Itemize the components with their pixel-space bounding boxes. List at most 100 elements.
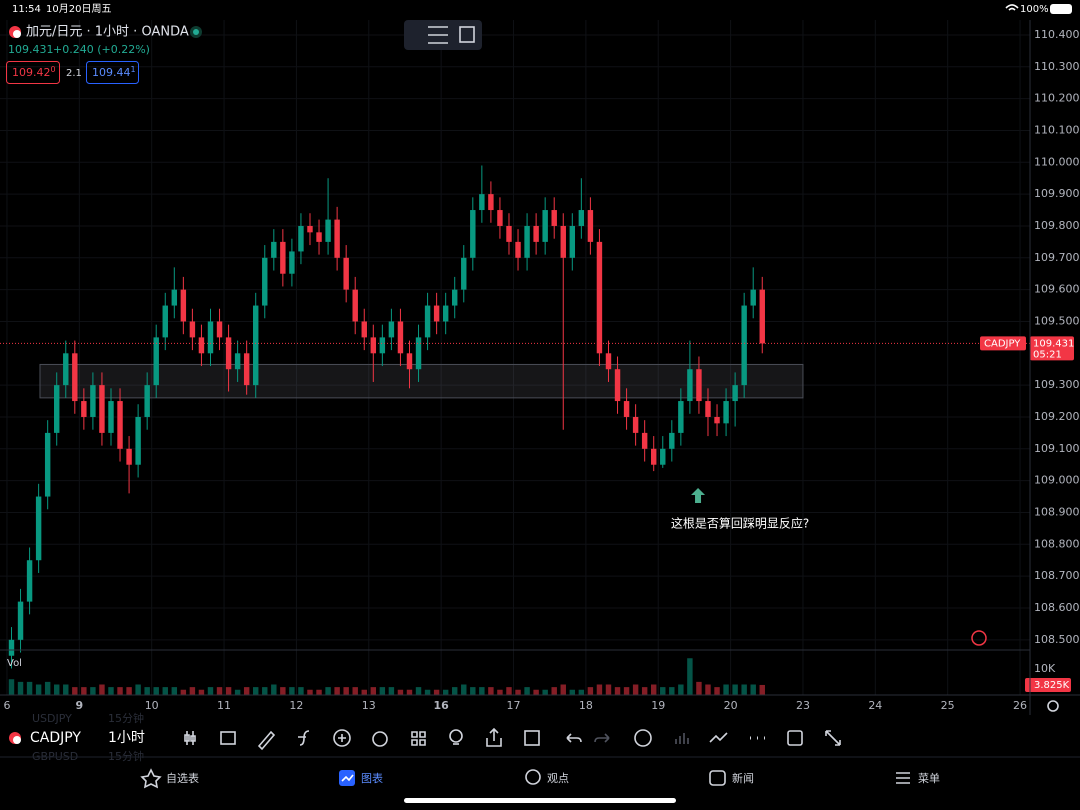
tab[interactable]: 观点 bbox=[547, 772, 569, 785]
x-tick-label: 16 bbox=[433, 699, 449, 712]
candle-body bbox=[189, 321, 196, 338]
volume-bar bbox=[126, 687, 132, 695]
candle-body bbox=[488, 194, 494, 211]
price-change: +0.240 (+0.22%) bbox=[53, 43, 150, 56]
tab[interactable]: 自选表 bbox=[166, 771, 199, 785]
volume-bar bbox=[551, 687, 557, 695]
ghost-text: 15分钟 bbox=[108, 749, 144, 763]
volume-bar bbox=[44, 681, 51, 695]
y-tick-label: 110.100 bbox=[1034, 123, 1080, 136]
volume-bar bbox=[307, 689, 313, 695]
candle-body bbox=[298, 225, 304, 252]
candle-body bbox=[632, 416, 639, 433]
candle-body bbox=[370, 337, 377, 354]
icon-trend[interactable] bbox=[709, 732, 728, 743]
tab-icon[interactable] bbox=[341, 774, 354, 782]
toolbar-icons[interactable] bbox=[184, 727, 841, 751]
candle-body bbox=[497, 210, 503, 226]
toolbar-symbol[interactable]: CADJPY bbox=[30, 730, 81, 746]
x-tick-label: 10 bbox=[145, 699, 159, 712]
annotation-arrow bbox=[691, 487, 706, 503]
candle-body bbox=[388, 321, 395, 338]
ask-main: 109.44 bbox=[92, 66, 131, 79]
icon-indicator[interactable] bbox=[298, 730, 310, 746]
home-indicator bbox=[404, 798, 676, 803]
tab-icon[interactable] bbox=[896, 772, 910, 784]
tab-icon[interactable] bbox=[709, 770, 726, 786]
candle-body bbox=[415, 337, 422, 370]
volume-bar bbox=[352, 687, 358, 695]
candle-body bbox=[352, 289, 358, 322]
icon-idea[interactable] bbox=[449, 729, 463, 743]
toolbar-icon[interactable] bbox=[428, 26, 448, 44]
sell-button[interactable] bbox=[6, 61, 60, 84]
alert-marker[interactable] bbox=[971, 630, 987, 646]
icon-alert[interactable] bbox=[372, 731, 388, 747]
candle-body bbox=[35, 496, 42, 561]
volume-bar bbox=[189, 687, 196, 695]
candle-body bbox=[361, 321, 367, 338]
candle-body bbox=[126, 448, 132, 465]
volume-bar bbox=[596, 684, 603, 695]
icon-redo[interactable] bbox=[594, 733, 610, 743]
candle-body bbox=[144, 385, 150, 417]
flag-icon bbox=[13, 736, 21, 744]
icon-compare[interactable] bbox=[675, 733, 689, 744]
icon-fullscreen[interactable] bbox=[787, 730, 803, 746]
y-tick-label: 109.300 bbox=[1034, 378, 1080, 391]
y-tick-label: 110.400 bbox=[1034, 28, 1080, 41]
toolbar-interval[interactable]: 1小时 bbox=[108, 730, 145, 746]
candle-body bbox=[569, 225, 576, 258]
tab[interactable]: 新闻 bbox=[732, 771, 754, 785]
candle-body bbox=[262, 257, 268, 306]
icon-expand[interactable] bbox=[825, 730, 841, 746]
volume-bar bbox=[334, 687, 340, 695]
tab[interactable]: 菜单 bbox=[918, 772, 940, 785]
status-date: 10月20日周五 bbox=[46, 3, 111, 15]
icon-candles[interactable] bbox=[184, 731, 196, 745]
status-time: 11:54 bbox=[12, 4, 41, 15]
toolbar-icon[interactable] bbox=[459, 26, 475, 43]
icon-add[interactable] bbox=[333, 729, 351, 747]
volume-bar bbox=[623, 687, 630, 695]
volume-bar bbox=[262, 687, 268, 695]
candle-body bbox=[54, 385, 60, 433]
settings-icon[interactable] bbox=[1047, 700, 1059, 712]
volume-bar bbox=[533, 689, 539, 695]
volume-bar bbox=[298, 687, 304, 695]
volume-bar bbox=[90, 687, 96, 695]
icon-notes[interactable] bbox=[524, 730, 540, 746]
volume-bar bbox=[714, 687, 720, 695]
tab-icon[interactable] bbox=[140, 768, 162, 789]
bid: 109.420 bbox=[12, 65, 56, 80]
buy-button[interactable] bbox=[86, 61, 139, 84]
volume-bar bbox=[569, 689, 576, 695]
candle-body bbox=[669, 432, 675, 449]
volume-bar bbox=[750, 684, 756, 695]
tab-active[interactable]: 图表 bbox=[361, 771, 383, 785]
candle-body bbox=[451, 289, 458, 306]
icon-add[interactable] bbox=[338, 734, 346, 742]
candle-body bbox=[678, 401, 684, 433]
icon-share[interactable] bbox=[486, 727, 502, 747]
volume-bar bbox=[678, 684, 684, 695]
icon-info[interactable] bbox=[634, 729, 652, 747]
volume-bar bbox=[488, 687, 494, 695]
volume-bar bbox=[72, 687, 78, 695]
icon-layout[interactable] bbox=[411, 731, 426, 746]
volume-bar bbox=[162, 687, 168, 695]
candle-body bbox=[343, 257, 349, 290]
tab-icon[interactable] bbox=[525, 769, 541, 785]
volume-bar bbox=[17, 681, 24, 695]
volume-bar bbox=[225, 687, 232, 695]
symbol-title: 加元/日元 · 1小时 · OANDA bbox=[26, 25, 189, 40]
candle-body bbox=[741, 305, 747, 386]
icon-undo[interactable] bbox=[566, 733, 582, 743]
icon-draw[interactable] bbox=[257, 730, 276, 751]
wifi-icon bbox=[1005, 4, 1019, 11]
icon-replay[interactable] bbox=[220, 731, 236, 745]
price-tag bbox=[1030, 336, 1074, 361]
volume-bar bbox=[741, 684, 747, 695]
candle-body bbox=[524, 225, 530, 258]
